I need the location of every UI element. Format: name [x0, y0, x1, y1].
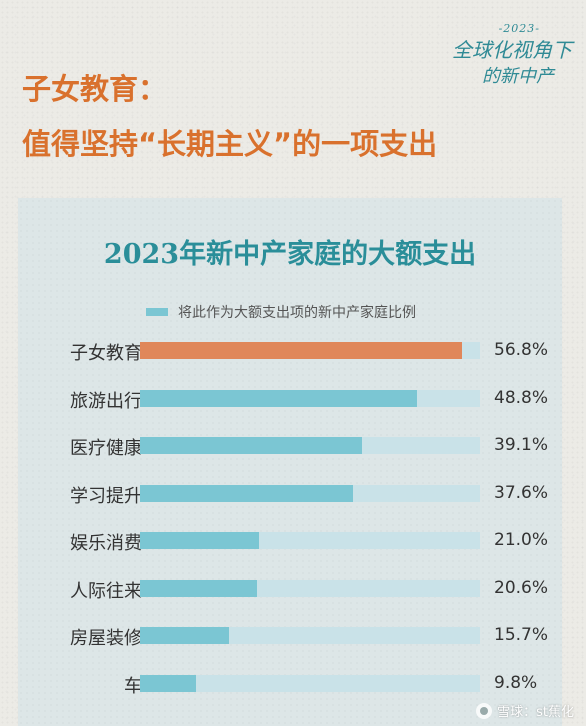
bar-track	[140, 342, 480, 359]
bar-row: 车 9.8%	[18, 669, 562, 699]
bar-row: 房屋装修 15.7%	[18, 621, 562, 651]
category-label: 子女教育	[70, 343, 142, 364]
category-label: 旅游出行	[70, 390, 142, 412]
bar-row: 学习提升 37.6%	[18, 479, 562, 509]
value-label: 48.8%	[494, 387, 549, 408]
bar-row: 人际往来 20.6%	[18, 574, 562, 604]
bar-row: 子女教育 56.8%	[18, 336, 562, 366]
bar-track	[140, 579, 480, 597]
category-label: 人际往来	[70, 580, 142, 602]
bar-row: 医疗健康 39.1%	[18, 431, 562, 461]
value-label: 56.8%	[494, 340, 549, 360]
headline-line1: 子女教育：	[22, 72, 168, 106]
bar-track	[140, 484, 480, 502]
bar	[140, 674, 196, 692]
value-label: 15.7%	[494, 625, 549, 645]
series-title-line2: 的新中产	[482, 66, 554, 87]
bar-track	[140, 627, 480, 644]
bar	[140, 579, 257, 597]
snowball-logo-icon	[476, 702, 493, 719]
bar-track	[140, 674, 480, 692]
legend-label: 将此作为大额支出项的新中产家庭比例	[178, 305, 416, 321]
bar-track	[140, 389, 480, 407]
bar-track	[140, 437, 480, 454]
bar	[140, 627, 229, 644]
value-label: 20.6%	[494, 577, 549, 598]
series-title-line1: 全球化视角下	[452, 38, 572, 62]
bar-row: 娱乐消费 21.0%	[18, 526, 562, 556]
bar-track	[140, 532, 480, 549]
series-year: -2023-	[498, 22, 540, 35]
value-label: 37.6%	[494, 482, 549, 503]
category-label: 房屋装修	[70, 628, 142, 649]
headline-line2: 值得坚持“长期主义”的一项支出	[22, 127, 438, 161]
bar	[140, 532, 259, 549]
bar	[140, 389, 417, 407]
value-label: 9.8%	[494, 672, 538, 693]
watermark-text: 雪球：st蕉化	[497, 705, 574, 720]
value-label: 39.1%	[494, 435, 549, 455]
chart-legend: 将此作为大额支出项的新中产家庭比例	[146, 302, 416, 322]
category-label: 车	[124, 675, 142, 697]
category-label: 娱乐消费	[70, 533, 142, 554]
chart-title: 2023年新中产家庭的大额支出	[103, 239, 477, 270]
bar-row: 旅游出行 48.8%	[18, 384, 562, 414]
category-label: 学习提升	[70, 485, 142, 507]
bar	[140, 342, 462, 359]
value-label: 21.0%	[494, 530, 549, 550]
series-logo: -2023- 全球化视角下 的新中产	[452, 22, 572, 92]
legend-swatch	[146, 308, 168, 316]
chart-panel: 2023年新中产家庭的大额支出 将此作为大额支出项的新中产家庭比例 子女教育 56…	[18, 198, 562, 726]
watermark: 雪球：st蕉化	[476, 701, 574, 720]
category-label: 医疗健康	[70, 438, 142, 459]
bar	[140, 437, 362, 454]
bar	[140, 484, 354, 502]
